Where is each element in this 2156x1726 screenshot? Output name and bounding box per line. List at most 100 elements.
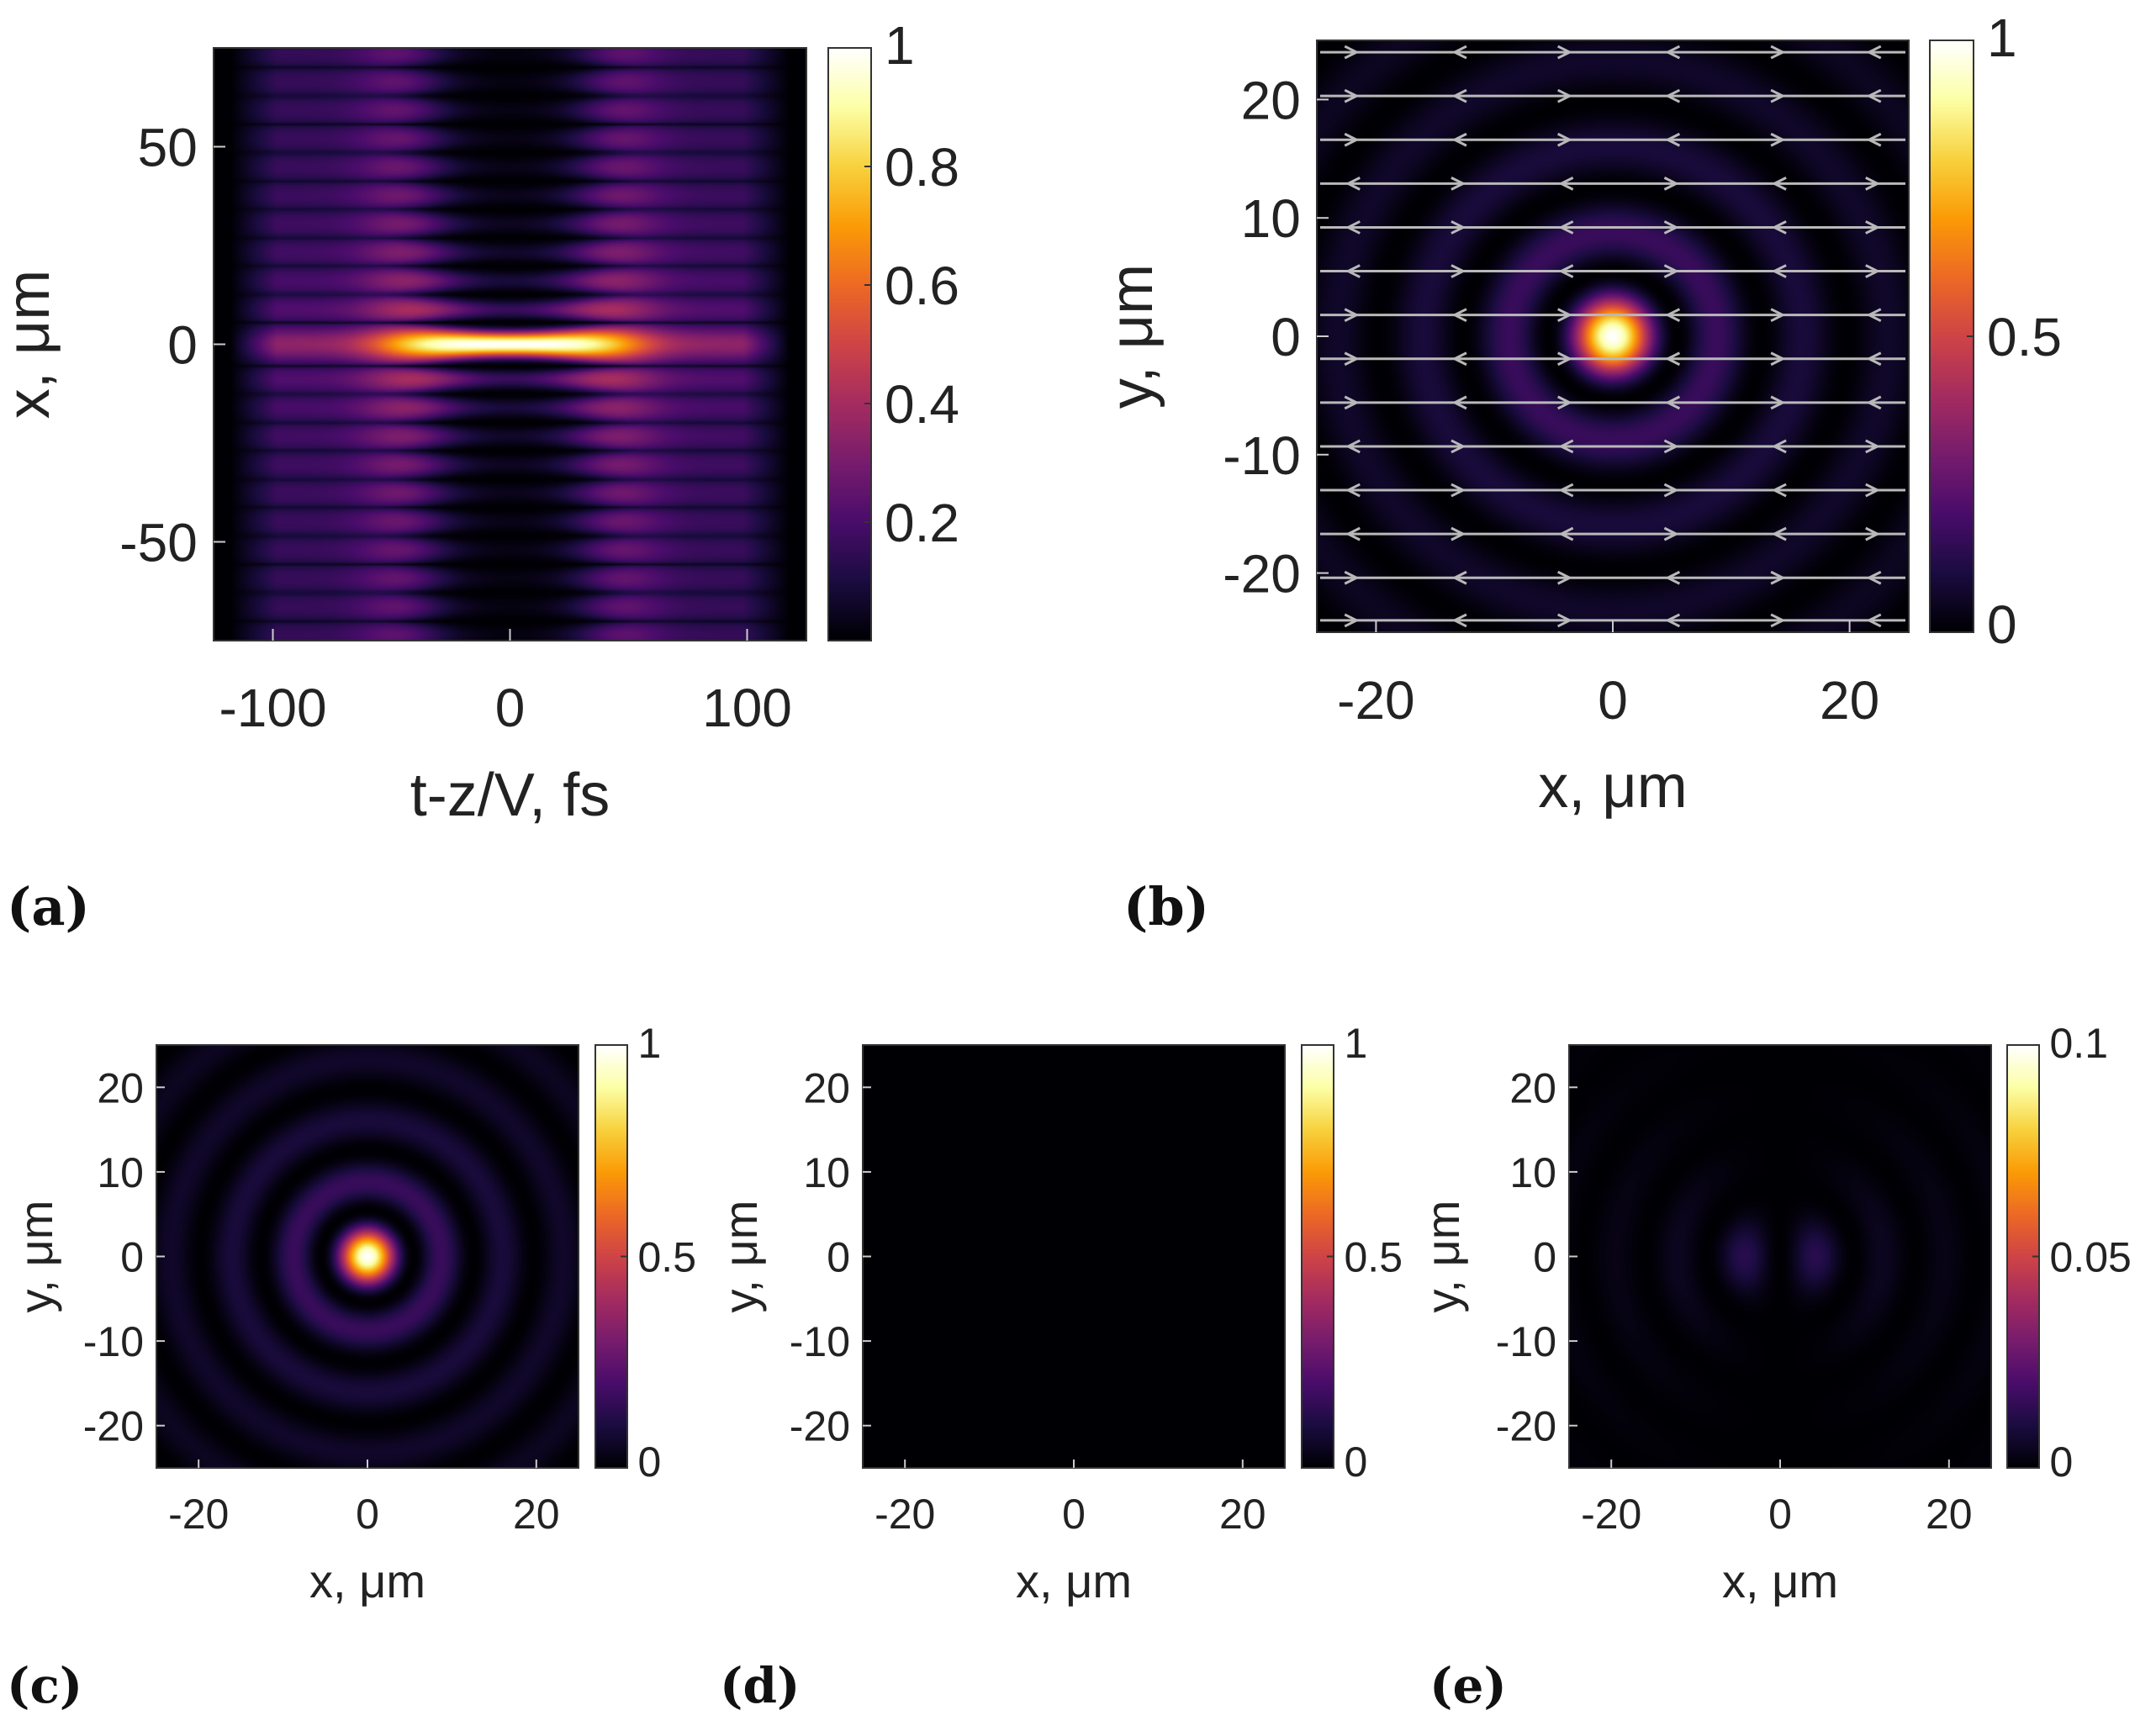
x-tick-label: 100 xyxy=(702,678,792,738)
y-tick-label: -20 xyxy=(790,1403,850,1450)
colorbar-tick-label: 1 xyxy=(1987,8,2017,68)
streamline-arrow xyxy=(1345,439,1361,454)
streamline-arrow xyxy=(1663,264,1679,278)
colorbar-tick-label: 0.6 xyxy=(885,256,959,316)
y-axis-label: y, μm xyxy=(714,1201,767,1313)
x-axis-label: x, μm xyxy=(1016,1554,1132,1607)
streamline-arrow xyxy=(1665,351,1681,367)
colorbar-gradient-a xyxy=(828,48,871,641)
y-axis-label: x, μm xyxy=(0,270,62,419)
streamline-arrow xyxy=(1558,439,1574,454)
streamline-arrow xyxy=(1558,177,1574,191)
streamline-arrow xyxy=(1771,483,1787,498)
streamline-arrow xyxy=(1345,526,1361,541)
streamline-arrow xyxy=(1770,88,1786,103)
streamline-arrow xyxy=(1344,351,1360,367)
streamline-arrow xyxy=(1865,483,1881,498)
streamline-arrow xyxy=(1345,483,1361,498)
streamline-arrow xyxy=(1865,526,1881,541)
streamline-arrow xyxy=(1865,220,1881,235)
streamline-arrow xyxy=(1665,45,1681,60)
streamline-arrow xyxy=(1557,88,1573,103)
panel-label-c: (c) xyxy=(7,1657,82,1714)
heatmap-image-e xyxy=(1569,1045,1991,1468)
y-tick-label: 50 xyxy=(138,118,198,178)
y-axis-label: y, μm xyxy=(1098,264,1165,409)
y-tick-label: -50 xyxy=(119,513,198,573)
streamline-arrow xyxy=(1344,132,1360,147)
colorbar-tick-label: 0 xyxy=(2050,1438,2074,1486)
streamline-arrow xyxy=(1451,439,1466,454)
streamline-arrow xyxy=(1865,439,1881,454)
streamline-arrow xyxy=(1665,132,1681,147)
panel-e: -20 0 20 -20 -10 0 10 20 x, μm y, μm 0 0.05 0.1 (e) xyxy=(1416,1020,2132,1714)
streamline-arrow xyxy=(1451,88,1467,103)
streamline-arrow xyxy=(1344,570,1360,585)
streamline-arrow xyxy=(1770,570,1786,585)
streamline-arrow xyxy=(1451,351,1467,367)
streamline-arrow xyxy=(1866,308,1882,322)
y-tick-label: 20 xyxy=(1241,70,1301,130)
x-tick-label: 20 xyxy=(513,1491,560,1538)
streamline-arrow xyxy=(1344,395,1360,410)
heatmap-image-c xyxy=(156,1045,579,1468)
x-tick-label: -20 xyxy=(168,1491,229,1538)
streamline-arrow xyxy=(1665,395,1681,410)
y-tick-label: 10 xyxy=(97,1149,144,1196)
streamline-arrow xyxy=(1663,177,1679,191)
streamline-arrow xyxy=(1665,88,1681,103)
y-tick-label: 20 xyxy=(1509,1064,1556,1111)
streamline-arrow xyxy=(1663,439,1679,454)
streamline-arrow xyxy=(1345,177,1361,191)
streamline-arrow xyxy=(1866,395,1882,410)
y-tick-label: -20 xyxy=(83,1403,144,1450)
colorbar-tick-label: 0 xyxy=(1987,594,2017,655)
streamline-arrow xyxy=(1770,45,1786,60)
colorbar-tick-label: 0.2 xyxy=(885,493,959,553)
colorbar-tick-label: 0.5 xyxy=(638,1234,697,1281)
colorbar-frame-a xyxy=(827,47,872,641)
y-axis-label: y, μm xyxy=(9,1201,62,1313)
colorbar-tick-label: 1 xyxy=(1345,1020,1368,1067)
colorbar-tick-label: 0.1 xyxy=(2050,1020,2109,1067)
streamline-arrow xyxy=(1344,308,1360,322)
x-axis-label: x, μm xyxy=(1722,1554,1838,1607)
heatmap-image-a xyxy=(214,48,806,641)
streamline-arrow xyxy=(1770,132,1786,147)
panel-c: -20 0 20 -20 -10 0 10 20 x, μm y, μm 0 0.5 1 (c) xyxy=(7,1020,696,1714)
colorbar-tick-label: 1 xyxy=(638,1020,662,1067)
panel-label-d: (d) xyxy=(720,1657,800,1714)
streamline-arrow xyxy=(1451,526,1466,541)
panel-a: -100 0 100 -50 0 50 t-z/V, fs x, μm 0.2 0.4 0.6 0.8… xyxy=(0,15,959,937)
streamline-arrow xyxy=(1866,613,1882,628)
y-tick-label: -20 xyxy=(1223,544,1301,604)
streamline-arrow xyxy=(1770,395,1786,410)
y-tick-label: -10 xyxy=(1496,1318,1556,1365)
x-axis-label: x, μm xyxy=(309,1554,425,1607)
streamline-arrow xyxy=(1663,483,1679,498)
streamline-arrow xyxy=(1451,613,1467,628)
panel-label-a: (a) xyxy=(7,876,90,937)
colorbar-tick-label: 0 xyxy=(1345,1438,1368,1486)
streamline-arrow xyxy=(1345,220,1361,235)
x-tick-label: 0 xyxy=(1598,670,1628,731)
colorbar-tick-label: 0.8 xyxy=(885,137,959,198)
streamline-arrow xyxy=(1451,264,1466,278)
y-tick-label: 10 xyxy=(1509,1149,1556,1196)
x-tick-label: 0 xyxy=(1062,1491,1086,1538)
y-tick-label: -10 xyxy=(1223,425,1301,486)
streamline-arrow xyxy=(1865,177,1881,191)
streamline-arrow xyxy=(1557,570,1573,585)
y-tick-label: 20 xyxy=(97,1064,144,1111)
y-tick-label: 10 xyxy=(803,1149,850,1196)
streamline-arrow xyxy=(1866,88,1882,103)
streamline-arrow xyxy=(1866,45,1882,60)
colorbar-tick-label: 0.5 xyxy=(1345,1234,1403,1281)
x-tick-label: -20 xyxy=(1581,1491,1641,1538)
y-tick-label: 0 xyxy=(827,1234,850,1281)
streamline-arrow xyxy=(1557,395,1573,410)
y-tick-label: 20 xyxy=(803,1064,850,1111)
streamline-arrow xyxy=(1771,177,1787,191)
y-tick-label: 10 xyxy=(1241,188,1301,249)
